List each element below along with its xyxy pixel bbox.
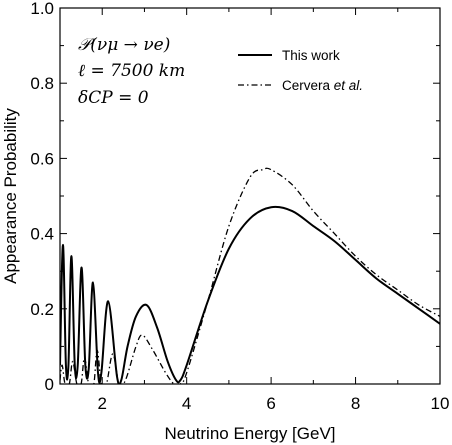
y-tick-label: 0: [45, 375, 54, 394]
y-tick-label: 0.2: [30, 300, 54, 319]
y-tick-label: 0.6: [30, 149, 54, 168]
series-line-cervera: [60, 167, 440, 384]
x-tick-label: 8: [351, 394, 360, 413]
annotation-line-1: 𝒫(νμ → νe): [78, 35, 170, 55]
legend-label-cervera-italic: et al.: [334, 78, 363, 93]
y-tick-label: 1.0: [30, 0, 54, 18]
x-tick-label: 4: [182, 394, 191, 413]
ticks: [59, 7, 441, 385]
x-tick-label: 2: [97, 394, 106, 413]
y-tick-label: 0.4: [30, 225, 54, 244]
legend-label-cervera: Cervera et al.: [282, 78, 363, 93]
series-layer: [60, 167, 440, 384]
annotation-line-3: δCP = 0: [78, 88, 149, 108]
tick-labels: 2 4 6 8 10 0 0.2 0.4 0.6 0.8 1.0: [30, 0, 449, 413]
legend-label-cervera-plain: Cervera: [282, 78, 334, 93]
series-line-this-work: [60, 205, 440, 384]
plot-frame: [59, 7, 441, 385]
annotation-box: 𝒫(νμ → νe) ℓ = 7500 km δCP = 0: [78, 35, 185, 108]
legend: This work Cervera et al.: [238, 48, 363, 93]
x-tick-label: 6: [266, 394, 275, 413]
annotation-line-2: ℓ = 7500 km: [78, 61, 185, 81]
legend-label-this-work: This work: [282, 48, 340, 63]
x-tick-label: 10: [431, 394, 450, 413]
y-axis-label: Appearance Probability: [1, 108, 20, 284]
x-axis-label: Neutrino Energy [GeV]: [164, 424, 335, 443]
y-tick-label: 0.8: [30, 74, 54, 93]
